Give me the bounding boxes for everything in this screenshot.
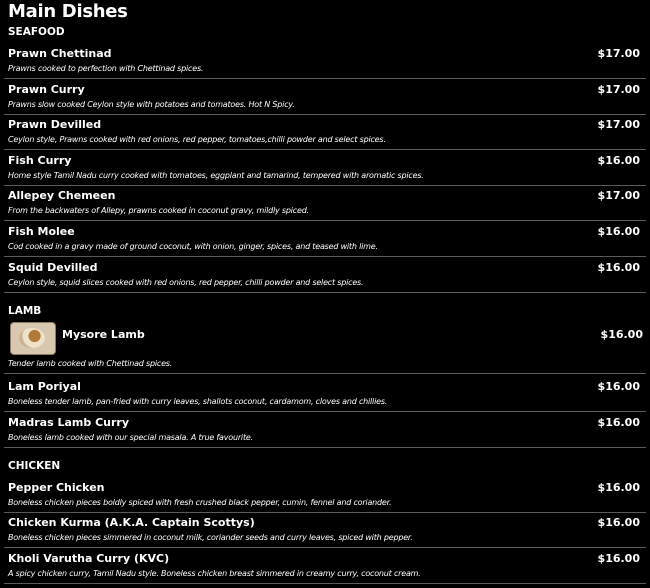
item-description: Boneless lamb cooked with our special ma… xyxy=(8,433,253,442)
dish-photo-icon[interactable] xyxy=(10,322,56,355)
item-description: Prawns slow cooked Ceylon style with pot… xyxy=(8,100,295,109)
menu-item[interactable]: Chicken Kurma (A.K.A. Captain Scottys) $1… xyxy=(4,512,646,548)
bowl-icon xyxy=(19,328,45,348)
item-price: $16.00 xyxy=(597,261,640,274)
item-name: Squid Devilled xyxy=(8,261,98,274)
item-name: Fish Curry xyxy=(8,154,72,167)
item-description: Prawns cooked to perfection with Chettin… xyxy=(8,64,204,73)
page-title: Main Dishes xyxy=(8,1,128,22)
item-price: $16.00 xyxy=(597,154,640,167)
item-price: $17.00 xyxy=(597,118,640,131)
section-heading-seafood: SEAFOOD xyxy=(8,26,65,38)
item-name: Prawn Curry xyxy=(8,83,85,96)
item-price: $17.00 xyxy=(597,189,640,202)
menu-item[interactable]: Madras Lamb Curry $16.00 Boneless lamb coo… xyxy=(4,412,646,448)
menu-item[interactable]: Prawn Chettinad $17.00 Prawns cooked to pe… xyxy=(4,43,646,79)
item-name: Prawn Devilled xyxy=(8,118,102,131)
menu-item[interactable]: Kholi Varutha Curry (KVC) $16.00 A spicy c… xyxy=(4,548,646,584)
item-price: $16.00 xyxy=(597,380,640,393)
item-price: $17.00 xyxy=(597,83,640,96)
menu-item[interactable]: Lam Poriyal $16.00 Boneless tender lamb, p… xyxy=(4,376,646,412)
item-description: Boneless chicken pieces simmered in coco… xyxy=(8,533,413,542)
item-price: $16.00 xyxy=(597,552,640,565)
menu-item[interactable]: Fish Curry $16.00 Home style Tamil Nadu cu… xyxy=(4,150,646,186)
item-description: Tender lamb cooked with Chettinad spices… xyxy=(8,359,173,368)
menu-item[interactable]: Squid Devilled $16.00 Ceylon style, squid … xyxy=(4,257,646,293)
item-description: Cod cooked in a gravy made of ground coc… xyxy=(8,242,378,251)
section-heading-chicken: CHICKEN xyxy=(8,460,61,472)
item-name: Mysore Lamb xyxy=(62,328,145,341)
menu-item[interactable]: Pepper Chicken $16.00 Boneless chicken pie… xyxy=(4,477,646,513)
item-price: $17.00 xyxy=(597,47,640,60)
menu-item[interactable]: Prawn Devilled $17.00 Ceylon style, Prawns… xyxy=(4,114,646,150)
item-name: Chicken Kurma (A.K.A. Captain Scottys) xyxy=(8,516,255,529)
item-price: $16.00 xyxy=(597,516,640,529)
item-name: Madras Lamb Curry xyxy=(8,416,129,429)
item-price: $16.00 xyxy=(600,328,643,341)
item-name: Pepper Chicken xyxy=(8,481,105,494)
item-description: Ceylon style, squid slices cooked with r… xyxy=(8,278,364,287)
item-description: Ceylon style, Prawns cooked with red oni… xyxy=(8,135,386,144)
item-price: $16.00 xyxy=(597,225,640,238)
section-heading-lamb: LAMB xyxy=(8,305,42,317)
item-description: Boneless tender lamb, pan-fried with cur… xyxy=(8,397,388,406)
menu-item[interactable]: Mysore Lamb $16.00 Tender lamb cooked with… xyxy=(4,322,646,374)
item-name: Lam Poriyal xyxy=(8,380,81,393)
menu-item[interactable]: Prawn Curry $17.00 Prawns slow cooked Ceyl… xyxy=(4,79,646,115)
item-name: Kholi Varutha Curry (KVC) xyxy=(8,552,170,565)
menu-item[interactable]: Fish Molee $16.00 Cod cooked in a gravy ma… xyxy=(4,221,646,257)
item-description: A spicy chicken curry, Tamil Nadu style.… xyxy=(8,569,421,578)
item-description: From the backwaters of Allepy, prawns co… xyxy=(8,206,309,215)
item-name: Allepey Chemeen xyxy=(8,189,116,202)
item-name: Prawn Chettinad xyxy=(8,47,112,60)
item-description: Boneless chicken pieces boldly spiced wi… xyxy=(8,498,392,507)
item-price: $16.00 xyxy=(597,416,640,429)
item-description: Home style Tamil Nadu curry cooked with … xyxy=(8,171,424,180)
menu-item[interactable]: Allepey Chemeen $17.00 From the backwaters… xyxy=(4,185,646,221)
item-name: Fish Molee xyxy=(8,225,75,238)
item-price: $16.00 xyxy=(597,481,640,494)
